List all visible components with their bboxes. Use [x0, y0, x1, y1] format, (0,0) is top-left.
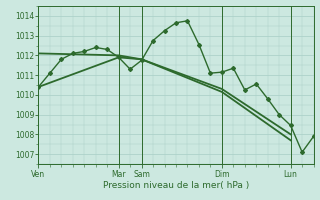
X-axis label: Pression niveau de la mer( hPa ): Pression niveau de la mer( hPa ) [103, 181, 249, 190]
